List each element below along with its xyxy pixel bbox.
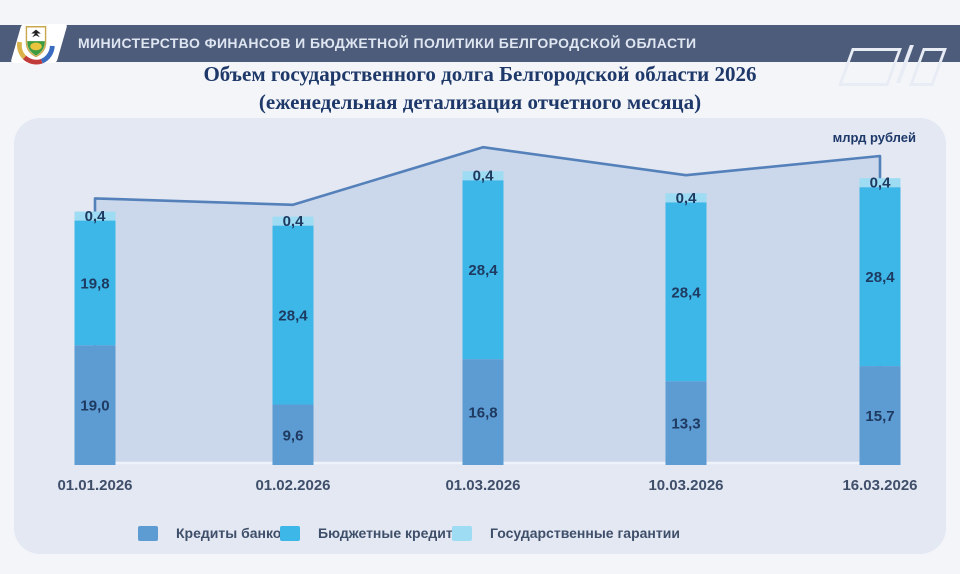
coat-of-arms-logo [17, 25, 55, 65]
bar-value-label: 0,4 [85, 208, 107, 225]
legend-label: Государственные гарантии [490, 525, 680, 541]
bar-segment [272, 404, 314, 465]
legend-item: Государственные гарантии [452, 525, 680, 541]
bar-segment [665, 381, 707, 465]
bar-segment [665, 202, 707, 382]
ministry-title: МИНИСТЕРСТВО ФИНАНСОВ И БЮДЖЕТНОЙ ПОЛИТИ… [78, 35, 697, 51]
app-header: МИНИСТЕРСТВО ФИНАНСОВ И БЮДЖЕТНОЙ ПОЛИТИ… [0, 25, 960, 86]
bar-segment [462, 180, 504, 360]
bar-segment [74, 220, 116, 346]
bar-segment [74, 345, 116, 465]
legend-label: Бюджетные кредиты [318, 525, 465, 541]
bar-segment [859, 178, 901, 188]
legend-swatch-icon [452, 525, 472, 541]
debt-total-line [93, 145, 882, 463]
bar-segment [859, 187, 901, 367]
x-axis-label: 01.01.2026 [57, 477, 132, 494]
bar-value-label: 19,0 [80, 398, 109, 415]
x-axis-label: 10.03.2026 [648, 477, 723, 494]
bar-segment [272, 225, 314, 405]
bar-segment [859, 366, 901, 465]
bar-value-label: 15,7 [865, 408, 894, 425]
x-axis-label: 01.03.2026 [445, 477, 520, 494]
bar-segment [665, 193, 707, 203]
bar-value-label: 0,4 [473, 168, 495, 185]
bar-segment [272, 216, 314, 226]
bar-value-label: 28,4 [671, 284, 701, 301]
page-title-line2: (еженедельная детализация отчетного меся… [258, 90, 702, 114]
bar-value-label: 0,4 [870, 175, 892, 192]
bar-value-label: 28,4 [468, 262, 498, 279]
bar-value-label: 0,4 [676, 190, 698, 207]
bar-value-label: 19,8 [80, 275, 109, 292]
bar-value-label: 28,4 [278, 308, 308, 325]
legend-swatch-icon [138, 525, 158, 541]
bar-segment [74, 211, 116, 221]
debt-chart: 19,0 19,8 0,4 01.01.2026 9,6 28,4 0,4 01.02.202… [57, 145, 918, 494]
unit-label: млрд рублей [832, 130, 916, 145]
bar-segment [462, 171, 504, 181]
bar-value-label: 13,3 [671, 416, 700, 433]
bar-value-label: 16,8 [468, 405, 497, 422]
legend-item: Бюджетные кредиты [280, 525, 465, 541]
page-title-line1: Объем государственного долга Белгородско… [203, 62, 757, 86]
bar-segment [462, 359, 504, 465]
legend-item: Кредиты банков [138, 525, 290, 541]
x-axis-label: 16.03.2026 [842, 477, 917, 494]
x-axis-label: 01.02.2026 [255, 477, 330, 494]
bar-value-label: 0,4 [283, 213, 305, 230]
page-title: Объем государственного долга Белгородско… [0, 60, 960, 116]
legend-swatch-icon [280, 525, 300, 541]
bar-value-label: 28,4 [865, 269, 895, 286]
bar-value-label: 9,6 [283, 427, 304, 444]
legend-label: Кредиты банков [176, 525, 290, 541]
chart-panel: млрд рублей 19,0 19,8 0,4 01.01.2026 9,6 28,4… [14, 118, 946, 554]
